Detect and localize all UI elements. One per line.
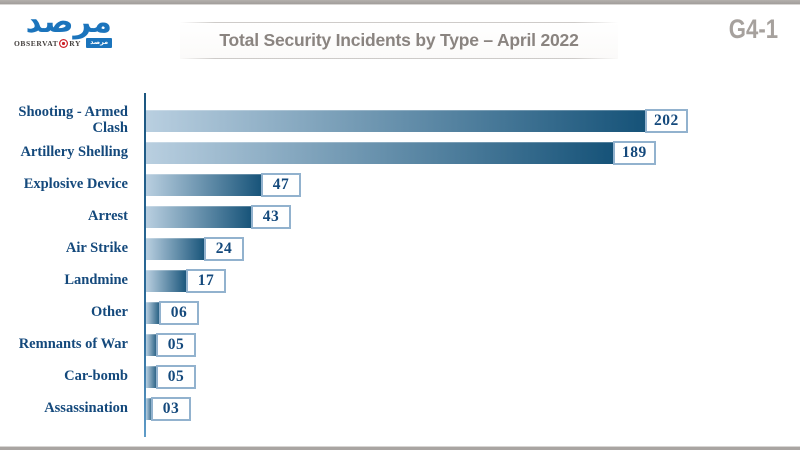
chart-rows: Shooting - Armed Clash 202 Artillery Shell… xyxy=(0,104,800,425)
category-label: Explosive Device xyxy=(23,176,128,193)
bar-area: 43 xyxy=(146,205,291,229)
bar-area: 47 xyxy=(146,173,301,197)
bar-area: 202 xyxy=(146,109,688,133)
chart-row: Car-bomb 05 xyxy=(0,361,800,393)
bar xyxy=(146,174,263,196)
value-label: 05 xyxy=(167,368,185,385)
page-code: G4-1 xyxy=(728,14,778,44)
value-box: 06 xyxy=(159,301,199,325)
bar-area: 24 xyxy=(146,237,244,261)
category-label: Shooting - Armed Clash xyxy=(18,104,128,136)
value-box: 47 xyxy=(261,173,301,197)
logo-latin-row: OBSERVAT RY مرصد xyxy=(14,38,113,49)
category-label: Remnants of War xyxy=(18,336,128,353)
category-label: Air Strike xyxy=(65,240,128,257)
title-ribbon: Total Security Incidents by Type – April… xyxy=(180,22,618,59)
y-axis-line xyxy=(144,93,146,437)
bar xyxy=(146,270,188,292)
category-label: Car-bomb xyxy=(64,368,128,385)
chart-row: Arrest 43 xyxy=(0,201,800,233)
category-label: Landmine xyxy=(64,272,128,289)
chart-row: Remnants of War 05 xyxy=(0,329,800,361)
bar-area: 03 xyxy=(146,397,191,421)
category-label: Artillery Shelling xyxy=(20,144,128,161)
value-label: 24 xyxy=(215,240,233,257)
value-box: 05 xyxy=(156,365,196,389)
value-box: 17 xyxy=(186,269,226,293)
target-icon xyxy=(59,38,69,48)
value-label: 202 xyxy=(654,112,679,129)
chart-row: Shooting - Armed Clash 202 xyxy=(0,104,800,137)
value-label: 05 xyxy=(167,336,185,353)
logo-latin-suffix: RY xyxy=(69,38,82,48)
bar-area: 05 xyxy=(146,333,196,357)
bar xyxy=(146,302,161,324)
bar xyxy=(146,398,153,420)
chart-row: Explosive Device 47 xyxy=(0,169,800,201)
chart-row: Artillery Shelling 189 xyxy=(0,137,800,169)
chart-row: Air Strike 24 xyxy=(0,233,800,265)
observatory-logo: مرصد OBSERVAT RY مرصد xyxy=(14,4,113,49)
value-label: 03 xyxy=(162,400,180,417)
value-box: 24 xyxy=(204,237,244,261)
logo-latin-prefix: OBSERVAT xyxy=(14,38,59,48)
bar xyxy=(146,334,158,356)
value-box: 43 xyxy=(251,205,291,229)
chart-row: Landmine 17 xyxy=(0,265,800,297)
value-label: 47 xyxy=(272,176,290,193)
bar xyxy=(146,110,647,132)
bar-area: 189 xyxy=(146,141,656,165)
bottom-divider xyxy=(0,446,800,450)
logo-badge: مرصد xyxy=(86,38,113,49)
bar xyxy=(146,142,615,164)
logo-arabic-wordmark: مرصد xyxy=(25,4,113,40)
value-box: 03 xyxy=(151,397,191,421)
bar-chart: Shooting - Armed Clash 202 Artillery Shell… xyxy=(0,93,800,437)
value-box: 189 xyxy=(613,141,656,165)
value-label: 43 xyxy=(262,208,280,225)
value-label: 06 xyxy=(170,304,188,321)
bar xyxy=(146,206,253,228)
bar xyxy=(146,238,206,260)
bar xyxy=(146,366,158,388)
value-box: 202 xyxy=(645,109,688,133)
value-label: 17 xyxy=(197,272,215,289)
category-label: Other xyxy=(90,304,128,321)
page-title: Total Security Incidents by Type – April… xyxy=(219,30,579,50)
bar-area: 17 xyxy=(146,269,226,293)
value-box: 05 xyxy=(156,333,196,357)
bar-area: 06 xyxy=(146,301,199,325)
category-label: Assassination xyxy=(44,400,128,417)
chart-row: Other 06 xyxy=(0,297,800,329)
category-label: Arrest xyxy=(88,208,128,225)
chart-row: Assassination 03 xyxy=(0,393,800,425)
top-divider xyxy=(0,0,800,5)
value-label: 189 xyxy=(622,144,647,161)
bar-area: 05 xyxy=(146,365,196,389)
